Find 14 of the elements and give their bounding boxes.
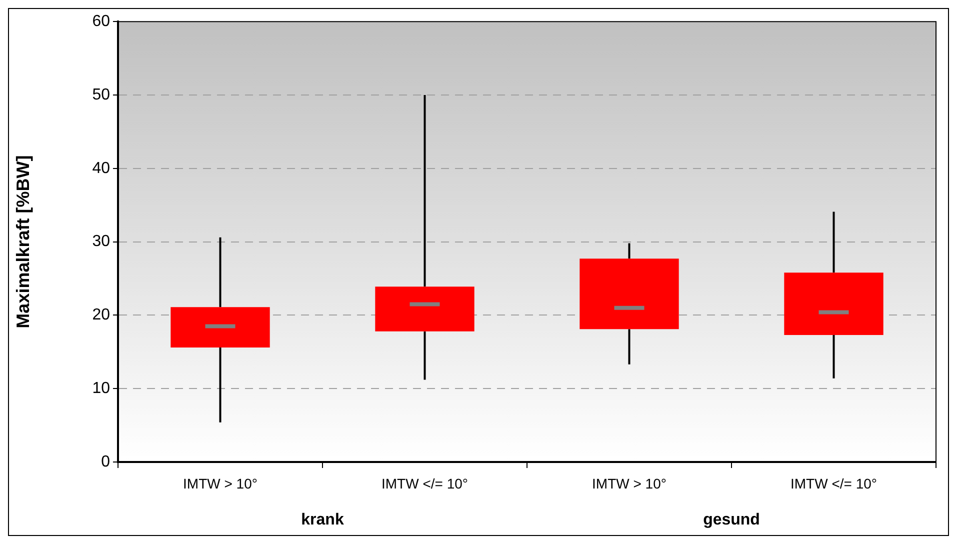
y-tick-label: 30 (92, 233, 110, 250)
y-tick-label: 10 (92, 380, 110, 398)
y-tick-label: 40 (92, 160, 110, 177)
y-tick-label: 60 (92, 13, 110, 30)
x-tick-label: IMTW > 10° (592, 475, 666, 492)
y-tick-label: 50 (92, 86, 110, 104)
text: gesund (703, 511, 760, 528)
text: krank (301, 511, 344, 528)
y-tick-label: 20 (92, 306, 110, 324)
x-tick-label: IMTW > 10° (183, 475, 258, 492)
y-axis-title: Maximalkraft [%BW] (12, 155, 33, 328)
x-tick-label: IMTW </= 10° (381, 475, 468, 492)
y-tick-label: 0 (101, 453, 110, 470)
x-tick-label: IMTW </= 10° (790, 475, 878, 492)
